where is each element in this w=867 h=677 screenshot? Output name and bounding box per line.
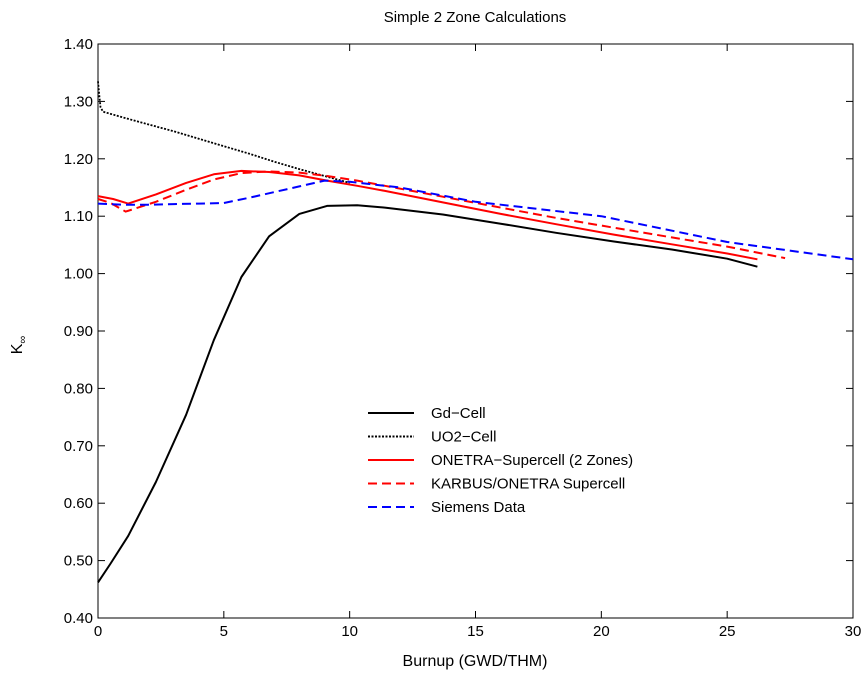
- chart-title: Simple 2 Zone Calculations: [384, 9, 567, 26]
- x-tick-label: 15: [467, 623, 484, 640]
- y-tick-label: 1.40: [64, 36, 93, 53]
- legend-label-4: KARBUS/ONETRA Supercell: [431, 476, 625, 493]
- y-tick-label: 1.20: [64, 151, 93, 168]
- series-line-5: [97, 179, 854, 261]
- series-line-4: [97, 170, 786, 260]
- y-tick-label: 0.70: [64, 438, 93, 455]
- y-tick-label: 0.90: [64, 323, 93, 340]
- legend-label-1: Gd−Cell: [431, 405, 486, 422]
- legend: Gd−Cell UO2−Cell ONETRA−Supercell (2 Zones…: [368, 405, 633, 516]
- x-axis-label: Burnup (GWD/THM): [403, 653, 548, 670]
- y-tick-label: 1.00: [64, 266, 93, 283]
- legend-label-5: Siemens Data: [431, 499, 526, 516]
- y-tick-label: 1.10: [64, 208, 93, 225]
- y-tick-label: 1.30: [64, 93, 93, 110]
- plot-area: [97, 43, 854, 619]
- y-axis-label-subscript: ∞: [17, 336, 29, 344]
- y-axis-label: K∞: [9, 336, 29, 355]
- x-tick-label: 20: [593, 623, 610, 640]
- series-line-3: [97, 169, 758, 261]
- series-line-1: [97, 204, 758, 583]
- x-tick-label: 25: [719, 623, 736, 640]
- x-tick-label: 5: [220, 623, 228, 640]
- series-line-2: [97, 81, 350, 184]
- x-tick-label: 10: [341, 623, 358, 640]
- y-tick-label: 0.80: [64, 380, 93, 397]
- y-tick-label: 0.60: [64, 495, 93, 512]
- x-tick-label: 30: [845, 623, 862, 640]
- y-axis-label-main: K: [9, 343, 26, 354]
- legend-label-2: UO2−Cell: [431, 429, 496, 446]
- y-tick-label: 0.40: [64, 610, 93, 627]
- axis-ticks: 0 5 10 15 20 25 30 0.40 0.50 0.60 0.70 0.80 0.90 1.00…: [64, 36, 862, 640]
- plot-border: [97, 43, 854, 619]
- series-layer: [97, 81, 854, 583]
- x-tick-label: 0: [94, 623, 102, 640]
- y-tick-label: 0.50: [64, 553, 93, 570]
- legend-label-3: ONETRA−Supercell (2 Zones): [431, 452, 633, 469]
